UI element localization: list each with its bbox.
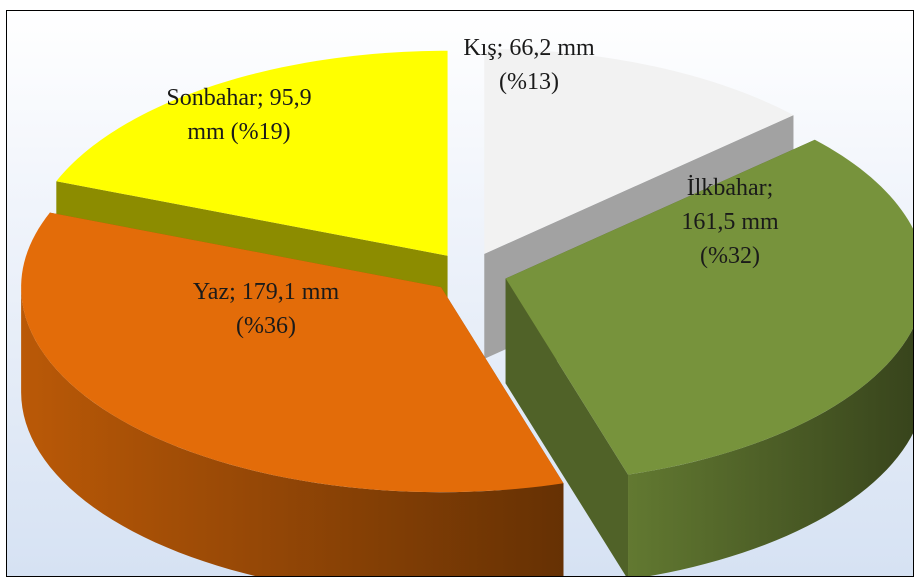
slice-labels: Kış; 66,2 mm (%13) İlkbahar; 161,5 mm (%32) Y… [166, 35, 779, 339]
slice-wall-1-1 [505, 278, 629, 576]
pie-chart: Kış; 66,2 mm (%13) İlkbahar; 161,5 mm (%32) Y… [21, 35, 913, 576]
chart-area: Kış; 66,2 mm (%13) İlkbahar; 161,5 mm (%32) Y… [6, 10, 914, 577]
data-label-Yaz: Yaz; 179,1 mm (%36) [193, 279, 340, 339]
data-label-İlkbahar: İlkbahar; 161,5 mm (%32) [681, 175, 779, 269]
slice-side-Yaz [21, 287, 564, 576]
data-label-Kış: Kış; 66,2 mm (%13) [463, 35, 595, 95]
slice-Yaz [21, 212, 564, 493]
slice-Sonbahar [56, 50, 448, 256]
slice-tops [21, 48, 913, 493]
slice-side-İlkbahar [628, 328, 913, 576]
slice-İlkbahar [505, 139, 913, 475]
slice-Kış [484, 48, 794, 254]
data-label-Sonbahar: Sonbahar; 95,9 mm (%19) [166, 85, 311, 145]
